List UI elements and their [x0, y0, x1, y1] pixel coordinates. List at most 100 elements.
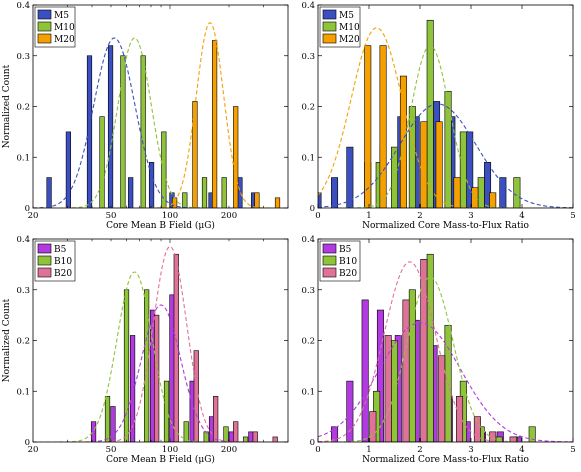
x-tick-label: 2 [417, 445, 422, 455]
x-tick-label: 0 [315, 445, 320, 455]
bar-M10 [513, 177, 521, 208]
legend-swatch-M5 [37, 9, 52, 20]
legend-label-B10: B10 [54, 257, 72, 267]
x-axis-label: Core Mean B Field (μG) [106, 454, 215, 465]
x-tick-label: 4 [519, 445, 524, 455]
bar-B10 [123, 289, 130, 442]
bar-M5 [107, 45, 114, 208]
legend: M5 M10 M20 [34, 6, 76, 48]
bar-M5 [499, 177, 507, 208]
bar-M20 [233, 106, 239, 208]
bar-B5 [248, 431, 254, 442]
x-axis-label: Normalized Core Mass-to-Flux Ratio [362, 221, 529, 231]
bar-M5 [318, 192, 322, 208]
bar-M20 [364, 45, 372, 208]
x-tick-label: 20 [28, 445, 39, 455]
bar-M5 [65, 131, 72, 208]
x-tick-label: 100 [162, 211, 178, 221]
bar-B5 [228, 431, 234, 442]
x-tick-label: 3 [468, 211, 473, 221]
y-tick-label: 0.1 [301, 387, 315, 397]
fit-curve-M20 [33, 22, 288, 208]
y-tick-label: 0.2 [16, 337, 30, 347]
bar-M20 [274, 197, 281, 208]
bar-B10 [144, 289, 150, 442]
bar-M20 [192, 101, 198, 208]
y-tick-label: 0.3 [16, 286, 30, 296]
bar-M10 [120, 55, 126, 208]
bar-B20 [402, 299, 410, 442]
x-tick-label: 2 [417, 211, 422, 221]
bar-B20 [252, 431, 258, 442]
chart-panel-bottom-right: 0 0.1 0.2 0.3 0.4 0 1 2 3 4 5 Normalized Core Mass-… [301, 235, 575, 465]
y-tick-label: 0.3 [301, 52, 315, 62]
legend-swatch-M10 [322, 21, 337, 32]
y-tick-label: 0.3 [301, 286, 315, 296]
x-tick-label: 20 [28, 211, 39, 221]
bar-B10 [223, 426, 229, 442]
chart-panel-top-right: 0 0.1 0.2 0.3 0.4 0 1 2 3 4 5 Normalized Core Mass-… [301, 1, 575, 231]
legend-swatch-B5 [322, 243, 337, 254]
fit-curve-M5 [33, 37, 288, 208]
legend-swatch-B20 [322, 267, 337, 278]
bar-M20 [212, 40, 218, 208]
legend-label-B20: B20 [339, 269, 357, 279]
y-axis-label: Normalized Count [2, 64, 12, 148]
bar-B20 [438, 355, 446, 442]
bars-group [331, 253, 536, 442]
legend-label-B10: B10 [339, 257, 357, 267]
y-tick-label: 0.2 [16, 103, 30, 113]
fit-curve-B10 [318, 276, 573, 442]
bar-B20 [369, 411, 377, 442]
x-tick-label: 100 [162, 445, 178, 455]
x-tick-label: 1 [366, 211, 371, 221]
bar-B5 [110, 406, 116, 442]
chart-panel-top-left: 0 0.1 0.2 0.3 0.4 20 50 100 200 Core Mean B Field… [2, 1, 289, 231]
y-tick-label: 0 [25, 438, 30, 448]
x-axis-label: Core Mean B Field (μG) [106, 220, 215, 231]
bar-M5 [346, 146, 354, 208]
bar-M20 [453, 177, 461, 208]
bar-M10 [201, 177, 208, 208]
bar-M20 [420, 121, 428, 208]
legend: B5 B10 B20 [34, 240, 76, 282]
bar-M5 [128, 177, 134, 208]
bar-M5 [46, 177, 52, 208]
bar-B10 [426, 253, 434, 442]
bar-M5 [331, 177, 339, 208]
chart-panel-bottom-left: 0 0.1 0.2 0.3 0.4 20 50 100 200 Core Mean B Field… [2, 235, 289, 465]
x-tick-label: 4 [519, 211, 524, 221]
bar-M20 [471, 187, 479, 208]
bar-M20 [254, 192, 260, 208]
bar-M20 [379, 45, 387, 208]
legend-label-B5: B5 [54, 245, 67, 255]
bar-B20 [489, 431, 497, 442]
bar-B20 [420, 258, 428, 442]
y-tick-label: 0.1 [301, 153, 315, 163]
y-tick-label: 0.3 [16, 52, 30, 62]
legend-swatch-M10 [37, 21, 52, 32]
y-tick-label: 0.4 [16, 1, 30, 11]
bar-B5 [169, 294, 175, 442]
bar-M20 [399, 75, 407, 208]
legend-label-M20: M20 [54, 35, 75, 45]
bars-group [46, 40, 281, 208]
x-tick-label: 50 [106, 445, 117, 455]
bar-B10 [183, 421, 189, 442]
bars-group [318, 19, 521, 208]
y-tick-label: 0 [310, 438, 315, 448]
legend-label-M20: M20 [339, 35, 360, 45]
bar-M20 [489, 192, 497, 208]
fit-curve-B20 [318, 261, 573, 442]
bars-group [90, 253, 278, 442]
x-tick-label: 1 [366, 445, 371, 455]
bar-B10 [163, 380, 170, 442]
y-tick-label: 0.2 [301, 103, 315, 113]
legend: B5 B10 B20 [319, 240, 361, 282]
bar-M5 [237, 177, 243, 208]
y-tick-label: 0.2 [301, 337, 315, 347]
fit-curve-B10 [33, 271, 288, 442]
legend-swatch-B10 [322, 255, 337, 266]
bar-B10 [104, 396, 111, 442]
